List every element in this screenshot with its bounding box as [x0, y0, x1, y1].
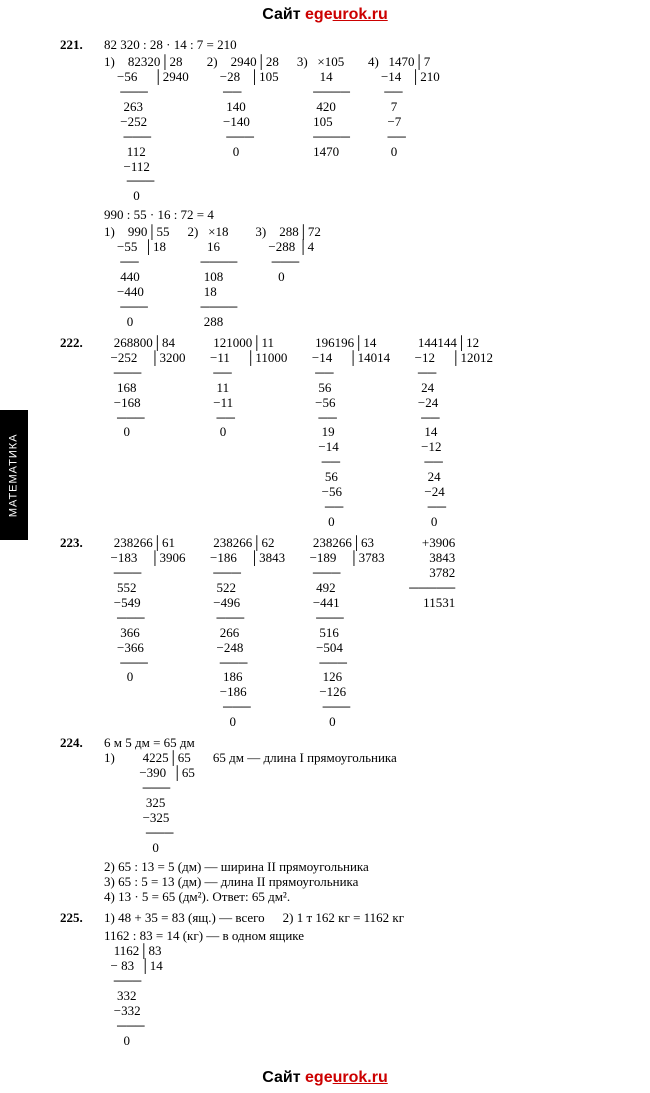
subject-side-label: МАТЕМАТИКА — [0, 410, 28, 540]
p223-s1: 238266│61 −183 │3906 ─── 552 −549 ─── 36… — [104, 536, 186, 685]
problem-221-row2: 1) 990│55 −55 │18 ── 440 −440 ─── 0 2) ×… — [104, 225, 640, 330]
problem-221-num: 221. — [60, 38, 83, 53]
problem-223-row: 238266│61 −183 │3906 ─── 552 −549 ─── 36… — [104, 536, 640, 730]
p223-s3: 238266│63 −189 │3783 ─── 492 −441 ─── 51… — [303, 536, 385, 730]
site-banner-top: Сайт egeurok.ru — [0, 0, 650, 30]
p221-s2-2: 2) ×18 16 ──── 108 18 ──── 288 — [188, 225, 238, 330]
p221-s1-3: 3) ×105 14 ──── 420 105 ──── 1470 — [297, 55, 350, 160]
p221-s1-2: 2) 2940│28 −28 │105 ── 140 −140 ─── 0 — [207, 55, 279, 160]
problem-225: 225. 1) 48 + 35 = 83 (ящ.) — всего 2) 1 … — [70, 911, 640, 1049]
page-body: МАТЕМАТИКА 221. 82 320 : 28 · 14 : 7 = 2… — [0, 30, 650, 1063]
problem-222-row: 268800│84 −252 │3200 ─── 168 −168 ─── 0 … — [104, 336, 640, 530]
site-banner-bottom: Сайт egeurok.ru — [0, 1063, 650, 1093]
problem-223: 223. 238266│61 −183 │3906 ─── 552 −549 ─… — [70, 536, 640, 730]
p225-ld-row: 1162│83 − 83 │14 ─── 332 −332 ─── 0 — [104, 944, 640, 1049]
problem-222: 222. 268800│84 −252 │3200 ─── 168 −168 ─… — [70, 336, 640, 530]
p225-line1a: 1) 48 + 35 = 83 (ящ.) — всего — [104, 911, 265, 926]
p225-ld: 1162│83 − 83 │14 ─── 332 −332 ─── 0 — [104, 944, 163, 1049]
problem-221: 221. 82 320 : 28 · 14 : 7 = 210 1) 82320… — [70, 38, 640, 330]
p225-line2: 1162 : 83 = 14 (кг) — в одном ящике — [104, 929, 640, 944]
problem-223-num: 223. — [60, 536, 83, 551]
p223-s2: 238266│62 −186 │3843 ─── 522 −496 ─── 26… — [204, 536, 286, 730]
p221-s1-4: 4) 1470│7 −14 │210 ── 7 −7 ── 0 — [368, 55, 440, 160]
p224-step1-label: 1) — [104, 751, 115, 766]
p224-step1-note: 65 дм — длина I прямоугольника — [213, 751, 397, 766]
p224-row1: 1) 4225│65 −390 │65 ─── 325 −325 ─── 0 6… — [104, 751, 640, 856]
p224-step1-ld: 4225│65 −390 │65 ─── 325 −325 ─── 0 — [133, 751, 195, 856]
p222-s4: 144144│12 −12 │12012 ── 24 −24 ── 14 −12… — [408, 336, 493, 530]
banner-word-c: urok.ru — [333, 6, 388, 23]
p222-s3: 196196│14 −14 │14014 ── 56 −56 ── 19 −14… — [305, 336, 390, 530]
problem-224: 224. 6 м 5 дм = 65 дм 1) 4225│65 −390 │6… — [70, 736, 640, 904]
p224-step4: 4) 13 · 5 = 65 (дм²). Ответ: 65 дм². — [104, 890, 640, 905]
banner-word-b: ege — [305, 6, 333, 23]
p222-s2: 121000│11 −11 │11000 ── 11 −11 ── 0 — [204, 336, 288, 441]
p224-step3: 3) 65 : 5 = 13 (дм) — длина II прямоугол… — [104, 875, 640, 890]
problem-221-row1: 1) 82320│28 −56 │2940 ─── 263 −252 ─── 1… — [104, 55, 640, 204]
p224-line1: 6 м 5 дм = 65 дм — [104, 736, 640, 751]
problem-221-eq1: 82 320 : 28 · 14 : 7 = 210 — [104, 38, 640, 53]
p221-s1-1: 1) 82320│28 −56 │2940 ─── 263 −252 ─── 1… — [104, 55, 189, 204]
problem-225-num: 225. — [60, 911, 83, 926]
p224-step2: 2) 65 : 13 = 5 (дм) — ширина II прямоуго… — [104, 860, 640, 875]
banner-word-b2: ege — [305, 1069, 333, 1086]
subject-side-text: МАТЕМАТИКА — [8, 433, 21, 517]
problem-222-num: 222. — [60, 336, 83, 351]
banner-word-a2: Сайт — [262, 1069, 305, 1086]
p221-s2-1: 1) 990│55 −55 │18 ── 440 −440 ─── 0 — [104, 225, 170, 330]
p225-line1b: 2) 1 т 162 кг = 1162 кг — [283, 911, 404, 926]
p222-s1: 268800│84 −252 │3200 ─── 168 −168 ─── 0 — [104, 336, 186, 441]
p223-s4: +3906 3843 3782 ───── 11531 — [403, 536, 456, 611]
banner-word-c2: urok.ru — [333, 1069, 388, 1086]
p225-row-top: 1) 48 + 35 = 83 (ящ.) — всего 2) 1 т 162… — [104, 911, 640, 926]
banner-word-a: Сайт — [262, 6, 305, 23]
p221-s2-3: 3) 288│72 −288 │4 ─── 0 — [255, 225, 321, 285]
problem-221-eq2: 990 : 55 · 16 : 72 = 4 — [104, 208, 640, 223]
problem-224-num: 224. — [60, 736, 83, 751]
